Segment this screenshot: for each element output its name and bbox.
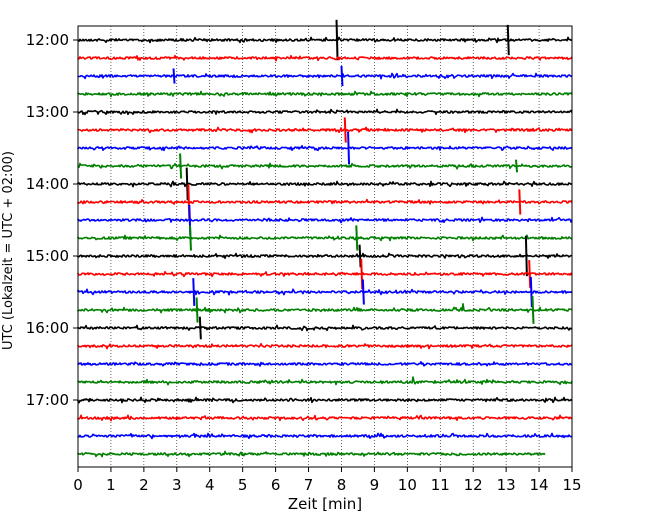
x-tick-label: 10 [398,476,417,494]
tick-layer: 0 1 2 3 4 5 6 7 8 9 10 11 12 13 14 1512:0013:0014:0015:… [26,31,582,494]
trace-spike [355,225,359,251]
trace-layer [77,19,573,458]
x-tick-label: 3 [172,476,182,494]
trace-line [77,252,572,259]
trace-spike [343,117,347,143]
trace-line [77,72,573,80]
trace-spike [335,19,339,61]
trace-spike [188,225,192,251]
trace-spike [172,68,176,84]
trace-line [77,432,573,440]
y-axis-label: UTC (Lokalzeit = UTC + 02:00) [1,151,16,350]
x-tick-label: 1 [106,476,116,494]
y-tick-label: 17:00 [26,391,69,409]
x-tick-label: 5 [238,476,248,494]
y-tick-label: 14:00 [26,175,69,193]
trace-spike [195,297,199,323]
x-tick-label: 6 [271,476,281,494]
trace-spike [192,278,196,306]
trace-spike [198,316,202,340]
y-tick-label: 13:00 [26,103,69,121]
trace-line [77,108,573,116]
y-tick-label: 12:00 [26,31,69,49]
trace-line [77,162,573,170]
trace-spike [361,279,365,305]
x-tick-label: 2 [139,476,149,494]
x-tick-label: 15 [562,476,581,494]
trace-spike [528,260,532,288]
trace-spike [340,65,344,87]
trace-spike [515,159,519,173]
x-tick-label: 7 [304,476,314,494]
trace-line [77,180,573,188]
trace-spike [524,235,528,277]
x-tick-label: 8 [337,476,347,494]
trace-spike [518,189,522,215]
x-tick-label: 9 [370,476,380,494]
trace-line [77,450,546,458]
x-tick-label: 13 [497,476,516,494]
trace-line [77,234,573,242]
trace-line [77,90,573,98]
trace-line [77,54,573,62]
trace-spike [531,296,535,324]
trace-spike [360,258,364,290]
trace-line [77,288,573,296]
trace-line [77,376,573,386]
y-tick-label: 15:00 [26,247,69,265]
trace-spike [185,167,189,201]
trace-line [77,126,573,134]
x-tick-label: 14 [530,476,549,494]
x-tick-label: 11 [431,476,450,494]
trace-spike [347,131,351,165]
trace-line [77,342,573,350]
trace-line [77,396,573,404]
trace-line [77,361,573,367]
y-tick-label: 16:00 [26,319,69,337]
trace-line [77,145,573,152]
trace-line [77,414,573,422]
trace-line [77,36,573,44]
trace-spike [506,24,510,56]
trace-spike [179,153,183,179]
x-axis-label: Zeit [min] [288,495,362,513]
trace-line [77,271,573,278]
x-tick-label: 4 [205,476,215,494]
trace-line [77,324,573,332]
plot-frame [77,25,573,468]
trace-line [77,303,573,314]
trace-line [77,198,573,205]
x-tick-label: 0 [73,476,83,494]
trace-line [77,216,573,224]
x-tick-label: 12 [464,476,483,494]
trace-spike [529,276,533,308]
